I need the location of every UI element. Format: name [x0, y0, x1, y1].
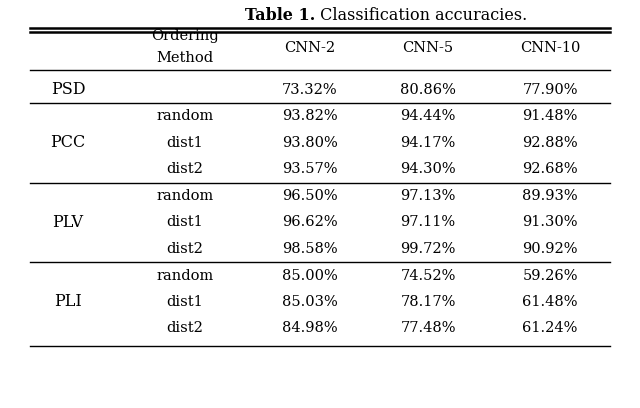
Text: dist2: dist2 — [166, 322, 204, 335]
Text: 59.26%: 59.26% — [522, 268, 578, 282]
Text: 97.13%: 97.13% — [400, 189, 456, 203]
Text: PLV: PLV — [52, 214, 83, 231]
Text: 90.92%: 90.92% — [522, 242, 578, 256]
Text: 96.62%: 96.62% — [282, 215, 338, 229]
Text: PLI: PLI — [54, 293, 82, 310]
Text: Table 1.: Table 1. — [244, 7, 315, 24]
Text: random: random — [156, 189, 214, 203]
Text: 89.93%: 89.93% — [522, 189, 578, 203]
Text: 73.32%: 73.32% — [282, 83, 338, 97]
Text: 61.48%: 61.48% — [522, 295, 578, 309]
Text: PCC: PCC — [51, 135, 86, 151]
Text: random: random — [156, 109, 214, 124]
Text: dist1: dist1 — [166, 136, 204, 150]
Text: 94.30%: 94.30% — [400, 162, 456, 177]
Text: dist1: dist1 — [166, 215, 204, 229]
Text: dist2: dist2 — [166, 162, 204, 177]
Text: 80.86%: 80.86% — [400, 83, 456, 97]
Text: 94.17%: 94.17% — [401, 136, 456, 150]
Text: Ordering: Ordering — [151, 29, 219, 43]
Text: CNN-2: CNN-2 — [284, 41, 335, 55]
Text: 84.98%: 84.98% — [282, 322, 338, 335]
Text: 61.24%: 61.24% — [522, 322, 578, 335]
Text: 93.82%: 93.82% — [282, 109, 338, 124]
Text: 99.72%: 99.72% — [400, 242, 456, 256]
Text: 92.68%: 92.68% — [522, 162, 578, 177]
Text: 93.57%: 93.57% — [282, 162, 338, 177]
Text: 85.03%: 85.03% — [282, 295, 338, 309]
Text: 96.50%: 96.50% — [282, 189, 338, 203]
Text: CNN-5: CNN-5 — [403, 41, 454, 55]
Text: 91.30%: 91.30% — [522, 215, 578, 229]
Text: 77.48%: 77.48% — [400, 322, 456, 335]
Text: 78.17%: 78.17% — [400, 295, 456, 309]
Text: PSD: PSD — [51, 82, 85, 98]
Text: dist1: dist1 — [166, 295, 204, 309]
Text: 77.90%: 77.90% — [522, 83, 578, 97]
Text: 91.48%: 91.48% — [522, 109, 578, 124]
Text: 97.11%: 97.11% — [401, 215, 456, 229]
Text: 98.58%: 98.58% — [282, 242, 338, 256]
Text: CNN-10: CNN-10 — [520, 41, 580, 55]
Text: 74.52%: 74.52% — [400, 268, 456, 282]
Text: 94.44%: 94.44% — [400, 109, 456, 124]
Text: Method: Method — [156, 51, 214, 65]
Text: Classification accuracies.: Classification accuracies. — [315, 7, 527, 24]
Text: 93.80%: 93.80% — [282, 136, 338, 150]
Text: 92.88%: 92.88% — [522, 136, 578, 150]
Text: random: random — [156, 268, 214, 282]
Text: dist2: dist2 — [166, 242, 204, 256]
Text: 85.00%: 85.00% — [282, 268, 338, 282]
